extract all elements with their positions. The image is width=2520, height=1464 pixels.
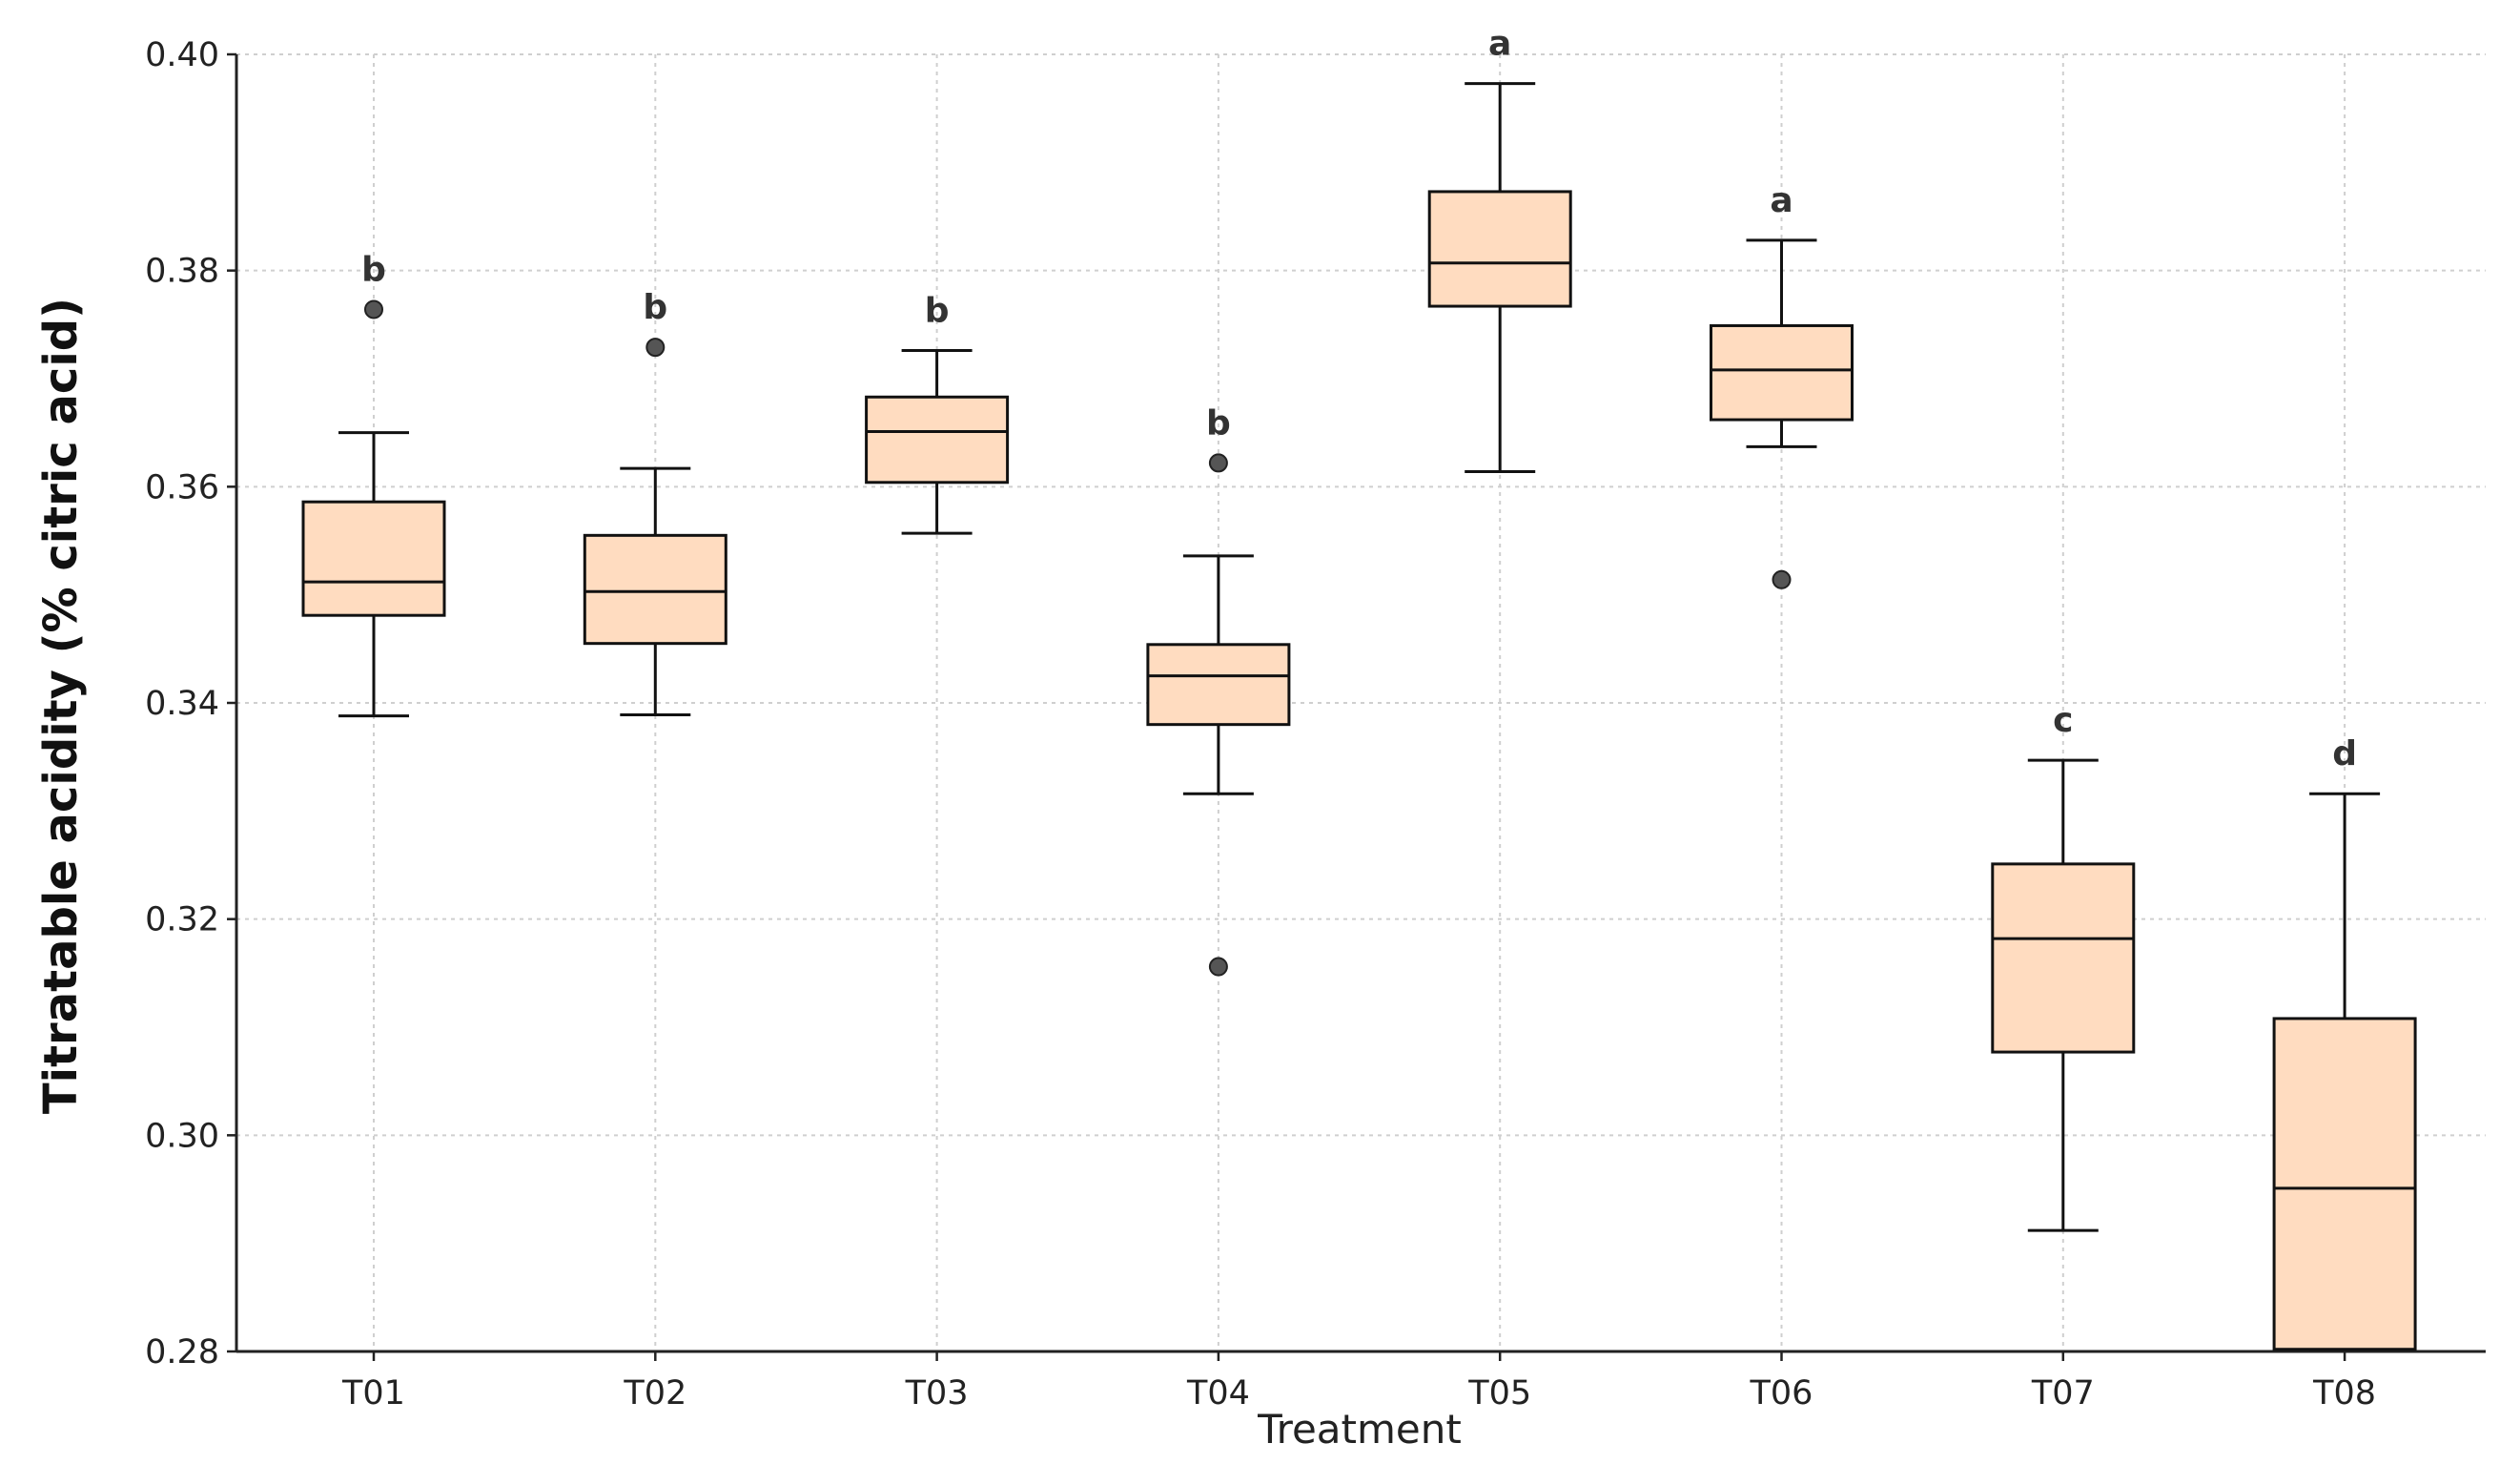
x-tick-label: T03 [905,1374,969,1412]
y-tick-label: 0.34 [145,685,219,723]
significance-letter: b [1206,403,1231,443]
box-t02 [583,338,727,716]
grid-lines [236,53,2486,1352]
box-t04 [1146,453,1291,977]
box-t01 [301,299,446,718]
iqr-box [301,500,446,617]
y-tick-label: 0.36 [145,468,219,506]
iqr-box [2272,1017,2417,1351]
x-tick-label: T07 [2031,1374,2095,1412]
outlier-point [1208,453,1228,473]
tick-labels: 0.28 0.30 0.32 0.34 0.36 0.38 0.40 T01 T02 T03 T04… [145,36,2376,1412]
x-tick-label: T01 [341,1374,405,1412]
axes [227,52,2486,1361]
outlier-point [1772,569,1792,589]
box-t07 [1991,758,2136,1232]
x-tick-label: T08 [2312,1374,2376,1412]
iqr-box [583,533,727,646]
significance-letter: d [2332,734,2357,773]
box-t05 [1427,82,1572,473]
significance-letter: b [925,292,950,331]
iqr-box [1146,643,1291,727]
iqr-box [865,395,1010,485]
x-tick-label: T05 [1467,1374,1531,1412]
significance-letter: a [1770,181,1793,220]
iqr-box [1710,323,1854,422]
significance-letter: a [1488,25,1511,64]
x-tick-label: T04 [1186,1374,1250,1412]
y-tick-label: 0.28 [145,1333,219,1371]
y-tick-label: 0.40 [145,36,219,74]
x-tick-label: T02 [623,1374,686,1412]
outlier-point [645,338,666,358]
x-axis-title: Treatment [1257,1406,1462,1453]
significance-letter: b [361,250,386,289]
y-tick-label: 0.32 [145,901,219,939]
iqr-box [1991,862,2136,1054]
y-axis-title: Titratable acidity (% citric acid) [34,298,88,1114]
box-t03 [865,349,1010,535]
box-t08 [2272,792,2417,1351]
iqr-box [1427,190,1572,308]
x-tick-label: T06 [1750,1374,1813,1412]
significance-letters: b b b b a a c d [361,25,2357,774]
significance-letter: b [643,288,667,327]
outlier-point [364,299,383,320]
y-tick-label: 0.30 [145,1117,219,1155]
significance-letter: c [2053,701,2073,740]
box-t06 [1710,238,1854,589]
boxes [301,82,2417,1351]
y-tick-label: 0.38 [145,253,219,291]
outlier-point [1208,957,1228,977]
